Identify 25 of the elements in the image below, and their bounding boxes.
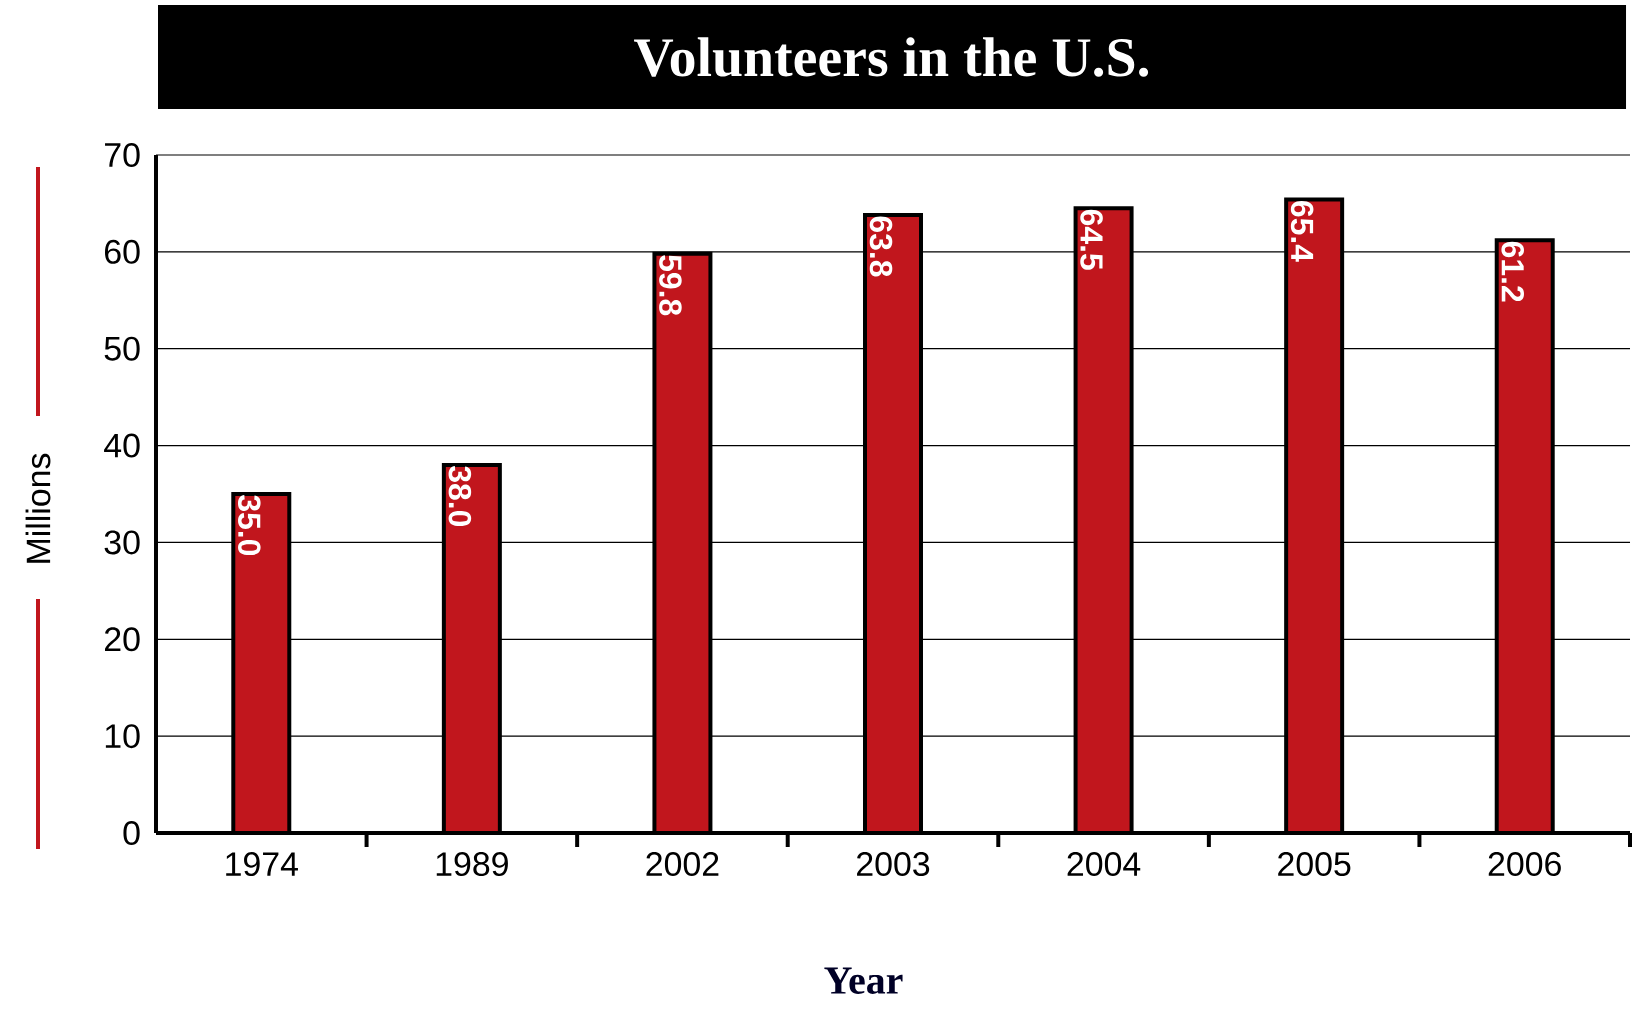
x-tick-label: 2006 [1488,852,1561,877]
x-tick-label: 2003 [857,852,930,877]
x-tick-label: 2002 [646,852,719,877]
data-label: 65.4 [1290,201,1314,262]
data-label: 35.0 [237,495,261,556]
y-axis-title: Millions [25,453,51,563]
data-label: 63.8 [869,216,893,277]
y-tick-label: 50 [104,336,140,361]
y-tick-label: 0 [123,821,140,845]
y-tick-label: 30 [104,530,140,555]
data-label: 59.8 [659,255,682,316]
data-label: 64.5 [1080,209,1103,270]
x-tick-label: 1989 [436,852,508,877]
y-tick-label: 20 [105,627,140,652]
x-axis-title: Year [824,967,903,994]
y-tick-label: 40 [104,433,140,458]
data-label: 38.0 [448,466,472,527]
x-tick-label: 1974 [226,852,298,877]
y-tick-label: 60 [105,239,140,264]
data-label: 61.2 [1501,241,1524,302]
chart-title: Volunteers in the U.S. [634,37,1149,77]
x-tick-label: 2004 [1067,852,1141,877]
y-tick-label: 10 [105,724,140,749]
x-tick-label: 2005 [1278,852,1351,877]
y-tick-label: 70 [105,143,140,167]
